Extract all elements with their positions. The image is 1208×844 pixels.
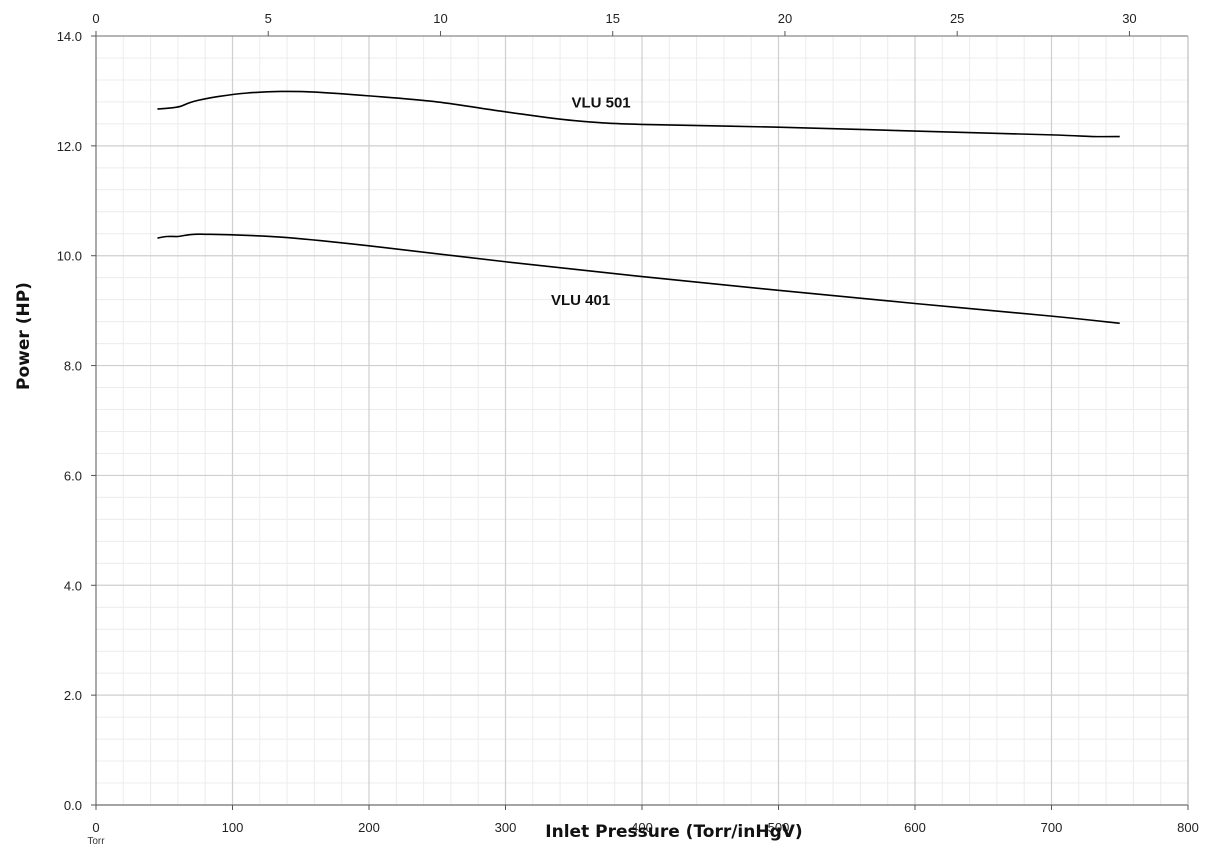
x-axis-title: Inlet Pressure (Torr/inHgV) (545, 822, 802, 842)
x2-tick-label: 25 (950, 11, 964, 26)
y-tick-label: 6.0 (64, 468, 82, 483)
x-axis-unit-label: Torr (87, 836, 105, 844)
series-line-vlu-401 (157, 233, 1120, 325)
x-tick-label: 200 (358, 820, 380, 835)
x2-tick-label: 0 (92, 11, 99, 26)
x2-tick-label: 30 (1122, 11, 1136, 26)
y-tick-label: 14.0 (57, 29, 82, 44)
chart-labels: VLU 501 VLU 401 (551, 94, 631, 309)
y-tick-label: 12.0 (57, 139, 82, 154)
series-label-vlu-501: VLU 501 (571, 94, 630, 111)
x2-tick-label: 20 (778, 11, 792, 26)
axes: 0 100 200 300 400 500 600 700 800 0 5 10 15 20 25 30 0.0… (57, 11, 1199, 835)
x-tick-label: 400 (631, 820, 653, 835)
x2-tick-label: 10 (433, 11, 447, 26)
x-tick-label: 0 (92, 820, 99, 835)
y-tick-label: 0.0 (64, 798, 82, 813)
x-tick-label: 100 (222, 820, 244, 835)
y-tick-label: 8.0 (64, 359, 82, 374)
x-tick-label: 800 (1177, 820, 1199, 835)
y-tick-label: 2.0 (64, 688, 82, 703)
x2-tick-label: 5 (265, 11, 272, 26)
y-tick-label: 10.0 (57, 249, 82, 264)
y-axis-title: Power (HP) (14, 282, 34, 390)
x-tick-label: 500 (768, 820, 790, 835)
x-tick-label: 600 (904, 820, 926, 835)
x2-tick-label: 15 (605, 11, 619, 26)
x-tick-label: 700 (1041, 820, 1063, 835)
series-line-vlu-501 (157, 90, 1120, 138)
y-tick-label: 4.0 (64, 578, 82, 593)
series-label-vlu-401: VLU 401 (551, 292, 610, 309)
series-lines (157, 90, 1120, 325)
x-tick-label: 300 (495, 820, 517, 835)
